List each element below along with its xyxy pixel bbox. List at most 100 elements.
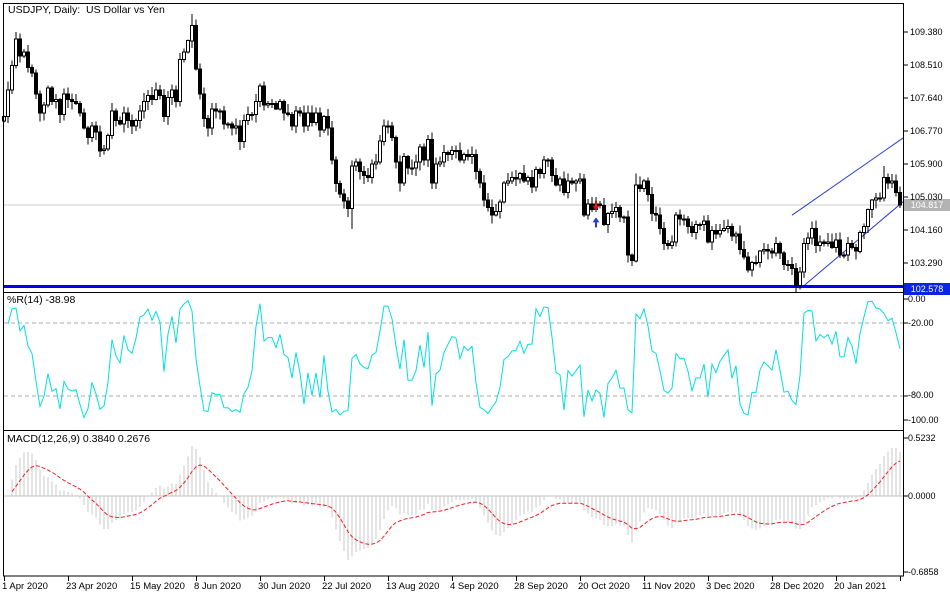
candle-body (498, 201, 502, 212)
candle-body (850, 243, 854, 248)
candle-body (170, 89, 174, 99)
candle-body (758, 250, 762, 264)
candle-body (474, 154, 478, 173)
hline-price-badge[interactable]: 102.578 (904, 283, 950, 295)
candle-body (42, 104, 46, 114)
wpr-line (7, 299, 901, 420)
candle-body (754, 262, 758, 265)
candle-body (214, 108, 218, 112)
candle-body (418, 146, 422, 163)
candle-body (466, 154, 470, 157)
candle-body (94, 125, 98, 133)
candle-body (894, 180, 898, 194)
candle-body (150, 95, 154, 100)
candle-body (794, 267, 798, 286)
candle-body (38, 93, 42, 114)
candle-body (338, 183, 342, 195)
price-axis-label: 105.900 (910, 158, 943, 169)
candle-body (190, 25, 194, 42)
candle-body (126, 112, 130, 121)
candle-body (206, 118, 210, 129)
candle-body (270, 102, 274, 105)
candle-body (554, 174, 558, 186)
price-axis-label: 109.380 (910, 26, 943, 37)
candle-body (854, 246, 858, 252)
candle-body (654, 212, 658, 216)
candle-body (642, 180, 646, 190)
candle-body (234, 125, 238, 129)
candle-body (102, 148, 106, 152)
candle-body (490, 207, 494, 216)
candle-body (342, 193, 346, 202)
candle-body (386, 125, 390, 128)
candle-body (278, 100, 282, 110)
candle-body (878, 197, 882, 200)
candle-body (486, 199, 490, 209)
candle-body (582, 178, 586, 216)
macd-axis-label: -0.6858 (908, 566, 939, 577)
candle-body (450, 150, 454, 155)
candle-body (622, 216, 626, 219)
candle-body (118, 119, 122, 125)
candle-body (774, 243, 778, 254)
wpr-value: -38.98 (45, 294, 76, 306)
candle-body (70, 99, 74, 102)
candle-body (242, 119, 246, 142)
candle-body (802, 243, 806, 273)
candle-body (538, 169, 542, 174)
candle-body (510, 176, 514, 182)
candle-body (366, 174, 370, 178)
candle-body (230, 123, 234, 129)
candle-body (606, 212, 610, 226)
candle-body (262, 85, 266, 106)
candle-body (690, 226, 694, 233)
candle-body (422, 146, 426, 161)
candle-body (22, 51, 26, 57)
candle-body (798, 271, 802, 286)
candle-body (82, 112, 86, 129)
candle-body (706, 220, 710, 243)
candle-body (162, 95, 166, 118)
candle-body (26, 51, 30, 68)
candle-body (454, 150, 458, 153)
candle-body (362, 171, 366, 176)
trend-channel-line-upper[interactable] (791, 136, 906, 216)
time-axis-label: 4 Sep 2020 (450, 581, 499, 592)
candle-body (722, 228, 726, 231)
candle-body (226, 123, 230, 126)
price-axis-label: 105.030 (910, 191, 943, 202)
candle-body (66, 93, 70, 101)
candle-body (714, 229, 718, 235)
candle-body (86, 127, 90, 138)
candle-body (598, 203, 602, 207)
candle-body (302, 112, 306, 127)
candle-body (526, 176, 530, 182)
wpr-indicator-label: %R(14) -38.98 (7, 294, 75, 306)
candle-body (566, 180, 570, 194)
candle-body (430, 138, 434, 184)
chart-title: USDJPY, Daily: US Dollar vs Yen (8, 4, 165, 16)
candle-body (862, 226, 866, 233)
candle-body (254, 100, 258, 116)
candle-body (350, 165, 354, 209)
candle-body (442, 152, 446, 163)
candle-body (810, 228, 814, 239)
candle-body (438, 161, 442, 165)
candle-body (530, 176, 534, 188)
candle-body (830, 241, 834, 249)
candle-body (882, 176, 886, 199)
candle-body (718, 229, 722, 235)
candle-body (402, 155, 406, 184)
macd-name: MACD(12,26,9) (7, 433, 80, 445)
candle-body (578, 178, 582, 182)
candle-body (174, 89, 178, 102)
candle-body (114, 110, 118, 121)
candle-body (326, 116, 330, 129)
horizontal-line-object[interactable] (4, 285, 903, 289)
candle-body (638, 184, 642, 190)
candle-body (782, 252, 786, 266)
candle-body (834, 239, 838, 248)
candle-body (182, 51, 186, 61)
